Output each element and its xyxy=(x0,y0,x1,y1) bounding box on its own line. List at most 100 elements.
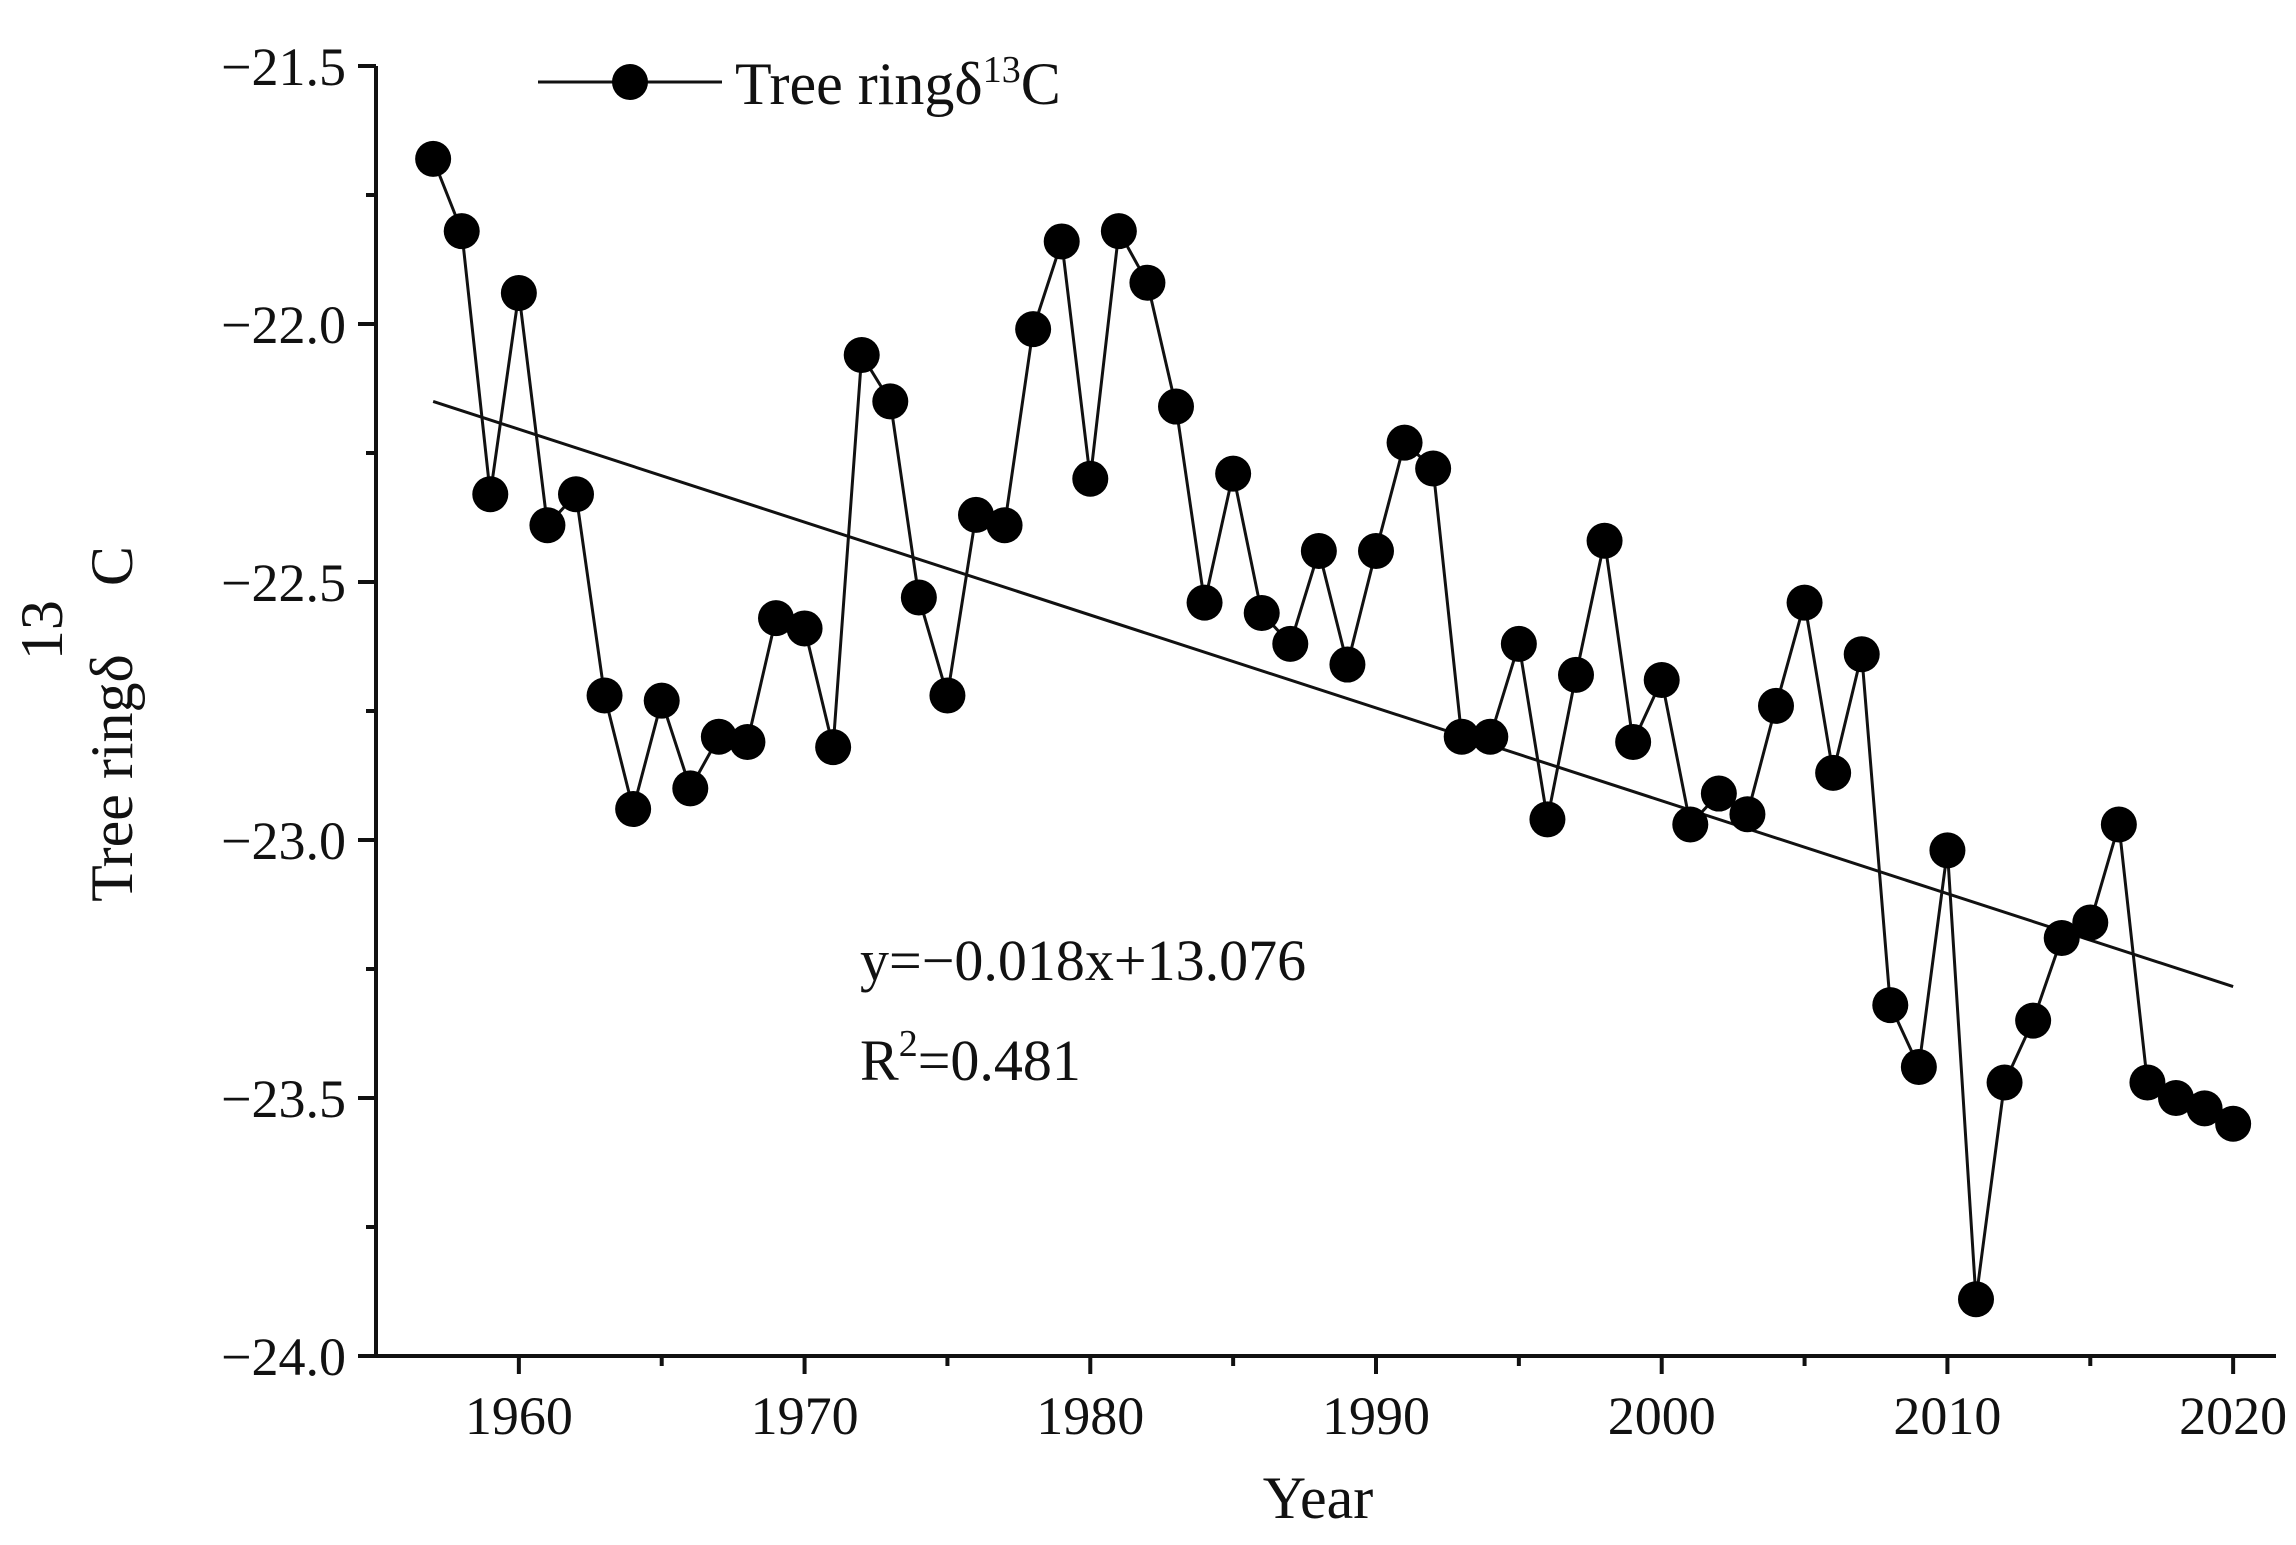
data-point xyxy=(1129,264,1166,301)
data-point xyxy=(758,600,794,637)
data-point xyxy=(872,383,909,420)
data-point xyxy=(672,770,709,807)
data-point xyxy=(1586,522,1623,559)
y-axis: −21.5 −22.0 −22.5 −23.0 −23.5 −24.0 xyxy=(221,37,378,1387)
data-point xyxy=(1929,832,1966,869)
data-point xyxy=(2186,1090,2223,1127)
legend-label-prefix: Tree ringδ xyxy=(735,51,983,117)
y-tick-label: −24.0 xyxy=(221,1327,346,1387)
data-point xyxy=(1729,796,1766,833)
y-axis-title-superscript: 13 xyxy=(9,600,75,660)
y-tick-label: −23.0 xyxy=(221,811,346,871)
y-axis-title-suffix: C xyxy=(79,546,145,586)
data-point xyxy=(2129,1064,2166,1101)
data-point xyxy=(1758,687,1794,724)
legend-label-superscript: 13 xyxy=(983,49,1021,91)
data-point xyxy=(1186,584,1223,621)
x-axis-title: Year xyxy=(1263,1465,1374,1531)
x-tick-label: 1970 xyxy=(751,1386,859,1446)
r-squared-suffix: =0.481 xyxy=(918,1028,1081,1093)
data-point xyxy=(2015,1002,2052,1039)
x-tick-label: 1980 xyxy=(1036,1386,1144,1446)
data-point xyxy=(2043,920,2080,957)
data-point xyxy=(1615,723,1652,760)
data-point xyxy=(1500,625,1537,662)
data-point xyxy=(1872,987,1909,1024)
data-point xyxy=(986,507,1023,544)
data-point xyxy=(1529,801,1566,838)
x-tick-label: 1990 xyxy=(1322,1386,1430,1446)
trend-line-group xyxy=(432,399,2234,988)
r-squared-superscript: 2 xyxy=(899,1023,918,1065)
series-group xyxy=(415,140,2252,1318)
y-tick-label: −22.0 xyxy=(221,295,346,355)
data-point xyxy=(1643,662,1680,699)
data-point xyxy=(1386,424,1423,461)
data-point xyxy=(1158,388,1194,425)
data-point xyxy=(1329,646,1366,683)
data-point xyxy=(843,336,880,373)
data-point xyxy=(2158,1080,2194,1116)
data-point xyxy=(1100,213,1137,250)
regression-equation: y=−0.018x+13.076 xyxy=(860,928,1306,993)
data-point xyxy=(586,677,623,714)
x-tick-label: 2000 xyxy=(1608,1386,1716,1446)
x-tick-label: 2020 xyxy=(2179,1386,2287,1446)
data-point xyxy=(1272,625,1309,662)
data-point xyxy=(1215,455,1252,492)
data-point xyxy=(415,140,452,177)
y-tick-label: −23.5 xyxy=(221,1069,346,1129)
legend-marker xyxy=(612,64,648,100)
data-point xyxy=(1558,656,1594,693)
data-point xyxy=(1043,223,1080,260)
data-point xyxy=(900,579,937,616)
data-point xyxy=(929,677,966,714)
data-point xyxy=(615,791,652,828)
x-tick-label: 2010 xyxy=(1893,1386,2001,1446)
legend: Tree ringδ13C xyxy=(538,49,1061,117)
data-point xyxy=(558,476,594,513)
data-point xyxy=(1958,1281,1994,1318)
y-axis-title-prefix: Tree ringδ xyxy=(79,654,145,902)
data-point xyxy=(729,723,766,760)
data-point xyxy=(1358,533,1394,570)
data-point xyxy=(1472,718,1509,755)
x-tick-label: 1960 xyxy=(465,1386,573,1446)
data-point xyxy=(2072,904,2109,941)
x-axis: 1960 1970 1980 1990 2000 2010 2020 xyxy=(376,1354,2287,1446)
data-point xyxy=(1900,1049,1937,1086)
data-point xyxy=(1815,754,1852,791)
y-tick-label: −21.5 xyxy=(221,37,346,97)
data-point xyxy=(643,682,680,719)
data-point xyxy=(529,507,566,544)
r-squared: R2=0.481 xyxy=(860,1023,1081,1093)
data-point xyxy=(1700,775,1737,812)
trend-line xyxy=(432,399,2234,988)
legend-label-suffix: C xyxy=(1021,51,1061,117)
data-point xyxy=(1243,594,1280,631)
y-tick-label: −22.5 xyxy=(221,553,346,613)
data-point xyxy=(1300,533,1337,570)
data-point xyxy=(815,729,852,766)
data-point xyxy=(1443,718,1480,755)
r-squared-prefix: R xyxy=(860,1028,899,1093)
data-point xyxy=(786,610,823,647)
data-point xyxy=(472,476,509,513)
y-axis-title: Tree ringδ13C xyxy=(9,546,145,902)
legend-label: Tree ringδ13C xyxy=(735,49,1061,117)
data-point xyxy=(958,496,994,533)
data-point xyxy=(1015,311,1052,348)
data-point xyxy=(1786,584,1823,621)
svg-text:Tree ringδ13C: Tree ringδ13C xyxy=(9,546,145,902)
data-point xyxy=(500,275,537,312)
data-point xyxy=(1072,460,1109,497)
data-point xyxy=(1986,1064,2023,1101)
data-point xyxy=(1843,636,1880,673)
data-point xyxy=(2100,806,2137,843)
data-point xyxy=(2215,1105,2252,1142)
data-point xyxy=(700,718,737,755)
data-point xyxy=(1672,806,1709,843)
data-point xyxy=(443,213,480,250)
data-point xyxy=(1415,450,1452,487)
